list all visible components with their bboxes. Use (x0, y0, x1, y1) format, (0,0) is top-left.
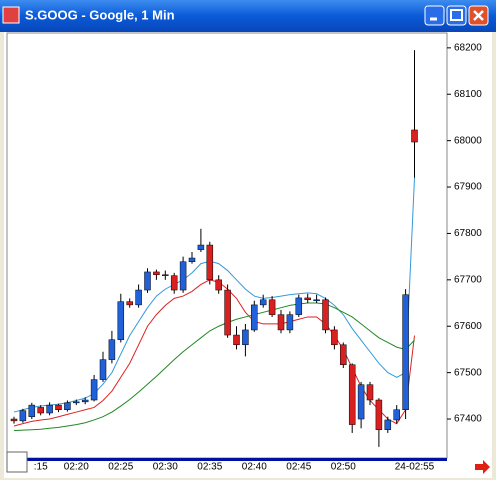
y-tick-label: 67500 (454, 367, 482, 378)
indicator-line (13, 279, 415, 427)
candle-body (46, 404, 53, 414)
candle-body (153, 271, 160, 275)
window-title: S.GOOG - Google, 1 Min (25, 7, 175, 22)
y-tick-label: 67600 (454, 321, 482, 332)
candle-body (99, 359, 107, 380)
candle-body (108, 339, 116, 360)
candle-body (384, 419, 392, 430)
y-tick-label: 67900 (454, 182, 482, 193)
candle-body (259, 299, 267, 306)
y-tick-label: 68100 (454, 89, 482, 100)
x-tick-label: 02:25 (108, 462, 133, 473)
candle-body (135, 289, 142, 306)
x-tick-label: 02:45 (286, 462, 311, 473)
candle-body (28, 404, 36, 417)
candle-body (357, 384, 365, 420)
y-tick-label: 67800 (454, 228, 482, 239)
corner-box[interactable] (6, 451, 28, 473)
candle-body (348, 364, 356, 425)
candle-body (144, 271, 151, 291)
minimize-button[interactable] (424, 5, 445, 26)
candle-body (10, 418, 18, 422)
x-tick-label: :15 (34, 462, 48, 473)
indicator-line (13, 302, 415, 432)
candle-body (126, 301, 133, 306)
candle-body (277, 314, 285, 331)
time-bar (7, 458, 447, 461)
candle-body (206, 244, 214, 281)
candle-body (162, 274, 169, 276)
x-tick-label: 02:50 (331, 462, 356, 473)
candle-body (393, 409, 400, 421)
x-tick-label: 24-02:55 (395, 462, 435, 473)
candle-body (197, 244, 205, 250)
x-tick-label: 02:30 (153, 462, 178, 473)
candle-body (55, 404, 62, 410)
candle-body (322, 299, 329, 331)
candle-body (313, 299, 320, 302)
candle-body (81, 399, 89, 403)
y-tick-label: 67700 (454, 274, 482, 285)
candle-body (179, 261, 187, 291)
title-bar (0, 0, 496, 32)
candle-body (411, 129, 418, 143)
candle-body (90, 379, 98, 401)
scroll-arrow[interactable] (475, 460, 490, 474)
candle-body (19, 410, 27, 422)
plot-area (6, 32, 448, 459)
y-tick-label: 68200 (454, 42, 482, 53)
candle-body (242, 329, 249, 346)
candle-body (73, 401, 80, 404)
candle-body (304, 297, 311, 301)
close-icon (473, 10, 484, 21)
y-tick-label: 68000 (454, 135, 482, 146)
candle-body (331, 329, 338, 346)
candle-body (366, 384, 374, 401)
candle-body (215, 279, 222, 291)
app-icon (2, 6, 20, 24)
x-tick-label: 02:35 (197, 462, 222, 473)
candle-body (286, 314, 294, 331)
y-tick-label: 67400 (454, 414, 482, 425)
candle-body (295, 297, 303, 315)
candle-body (37, 407, 44, 414)
candle-body (117, 301, 125, 340)
maximize-button[interactable] (446, 5, 467, 26)
candle-body (268, 299, 276, 315)
candle-body (64, 402, 71, 410)
candle-body (402, 294, 409, 410)
candle-body (251, 304, 258, 331)
candle-body (224, 289, 231, 336)
candle-body (375, 399, 383, 430)
candle-body (233, 334, 240, 346)
x-tick-label: 02:20 (64, 462, 89, 473)
indicator-line (13, 177, 415, 413)
candle-body (188, 257, 196, 262)
candle-body (170, 275, 178, 291)
candle-body (340, 344, 347, 365)
maximize-icon (450, 9, 463, 21)
x-tick-label: 02:40 (242, 462, 267, 473)
